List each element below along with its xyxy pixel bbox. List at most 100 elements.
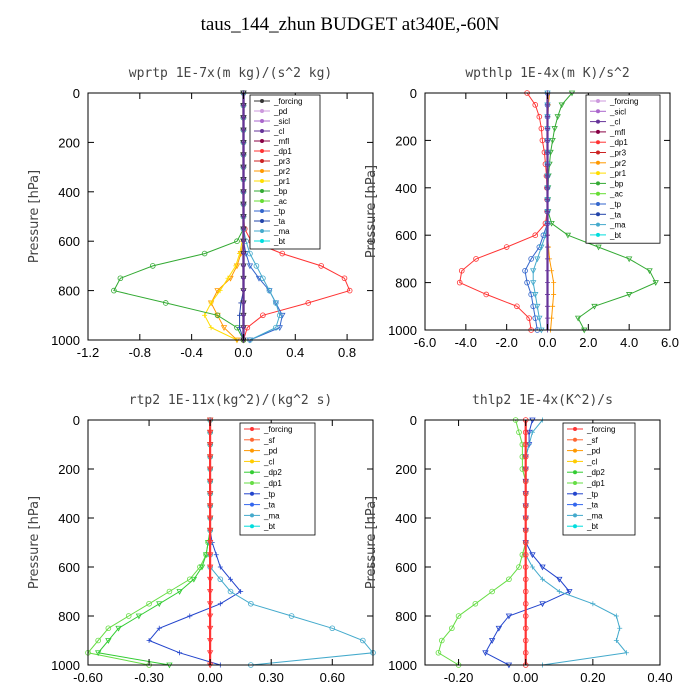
legend-marker [260, 129, 264, 133]
legend-marker [250, 481, 254, 485]
data-point [272, 300, 280, 307]
data-point [540, 576, 545, 582]
data-point [213, 552, 219, 558]
legend-entry: _ac [273, 197, 287, 206]
legend-entry: _pr2 [609, 159, 627, 168]
legend: _forcing_sicl _cl_mfl_dp1 _pr3_pr2_pr1_bp _… [585, 94, 661, 244]
legend-entry: _tp [609, 200, 622, 209]
data-point [305, 300, 312, 306]
data-point [240, 312, 246, 318]
y-tick-label: 600 [58, 560, 80, 575]
series-line [437, 419, 527, 666]
panel-title: rtp2 1E-11x(kg^2)/(kg^2 s) [129, 393, 333, 408]
panel-title: wpthlp 1E-4x(m K)/s^2 [465, 66, 629, 81]
y-tick-label: 800 [58, 609, 80, 624]
data-point [482, 650, 489, 657]
legend-marker [260, 109, 264, 113]
x-tick-label: 2.0 [579, 335, 597, 350]
data-point [206, 442, 214, 448]
data-point [206, 454, 214, 461]
series-cl [545, 90, 550, 333]
legend-marker [596, 181, 600, 186]
series-dp1 [435, 417, 529, 668]
legend-marker [573, 524, 577, 529]
legend-entry: _sicl [273, 117, 290, 126]
data-point [522, 637, 529, 644]
data-point [458, 267, 465, 274]
x-tick-label: 0.60 [320, 670, 345, 685]
data-point [206, 601, 214, 608]
figure-title: taus_144_zhun BUDGET at340E,-60N [201, 14, 500, 35]
data-point [488, 638, 496, 644]
data-point [522, 515, 529, 521]
legend-marker [596, 222, 600, 227]
plot-frame [424, 419, 661, 666]
legend-marker [250, 502, 254, 507]
data-point [105, 638, 112, 644]
data-point [105, 625, 112, 632]
data-point [522, 527, 529, 534]
data-point [217, 601, 223, 607]
x-tick-label: 0.40 [647, 670, 672, 685]
data-point [260, 275, 266, 282]
data-point [233, 263, 239, 269]
x-tick-label: 0.8 [338, 345, 356, 360]
x-tick-label: -4.0 [455, 335, 477, 350]
legend-entry: _bt [586, 522, 599, 531]
legend-entry: _pd [586, 447, 600, 456]
legend-marker [260, 149, 264, 153]
legend-entry: _pd [263, 447, 277, 456]
data-point [505, 613, 513, 620]
legend-entry: _bp [609, 179, 624, 188]
data-point [238, 589, 244, 594]
legend-marker [573, 470, 577, 475]
data-point [551, 280, 557, 286]
x-tick-label: 4.0 [620, 335, 638, 350]
data-point [279, 250, 286, 257]
chart-panel-2: wpthlp 1E-4x(m K)/s^2 Pressure [hPa] -6.0 -… [364, 66, 679, 350]
data-point [187, 613, 193, 619]
data-point [545, 291, 550, 297]
data-point [556, 576, 563, 583]
data-point [472, 600, 479, 607]
data-point [246, 263, 254, 270]
legend-marker [596, 99, 600, 103]
legend-marker [596, 212, 600, 217]
data-point [206, 466, 214, 473]
y-tick-label: 200 [395, 462, 417, 477]
data-point [201, 250, 208, 257]
y-tick-label: 400 [58, 511, 80, 526]
legend-marker [260, 169, 264, 173]
data-point [545, 161, 550, 167]
data-point [240, 300, 246, 306]
data-point [135, 613, 143, 620]
data-point [206, 540, 214, 546]
data-point [503, 244, 510, 250]
x-tick-label: -6.0 [414, 335, 436, 350]
data-point [529, 429, 535, 435]
legend-marker [260, 139, 264, 143]
data-point [240, 115, 246, 121]
data-point [539, 564, 546, 571]
data-point [548, 220, 555, 227]
data-point [545, 232, 550, 238]
data-point [217, 564, 223, 570]
data-point [524, 279, 530, 286]
legend-marker [260, 119, 264, 123]
legend-marker [250, 437, 254, 442]
data-point [208, 325, 214, 331]
legend-marker [250, 470, 254, 475]
data-point [360, 637, 366, 644]
data-point [529, 564, 535, 570]
data-point [455, 613, 462, 619]
chart-panels: wprtp 1E-7x(m kg)/(s^2 kg) Pressure [hPa]… [27, 66, 679, 685]
data-point [208, 300, 214, 306]
legend: _forcing_pd_sicl_cl_mfl_dp1_pr3_pr2_pr1_… [249, 94, 321, 250]
data-point [206, 564, 214, 571]
data-point [613, 638, 619, 643]
x-tick-label: 0.0 [538, 335, 556, 350]
series-bp [111, 90, 247, 343]
legend-entry: _dp1 [273, 147, 292, 156]
legend-entry: _dp2 [263, 468, 282, 477]
data-point [217, 576, 224, 583]
